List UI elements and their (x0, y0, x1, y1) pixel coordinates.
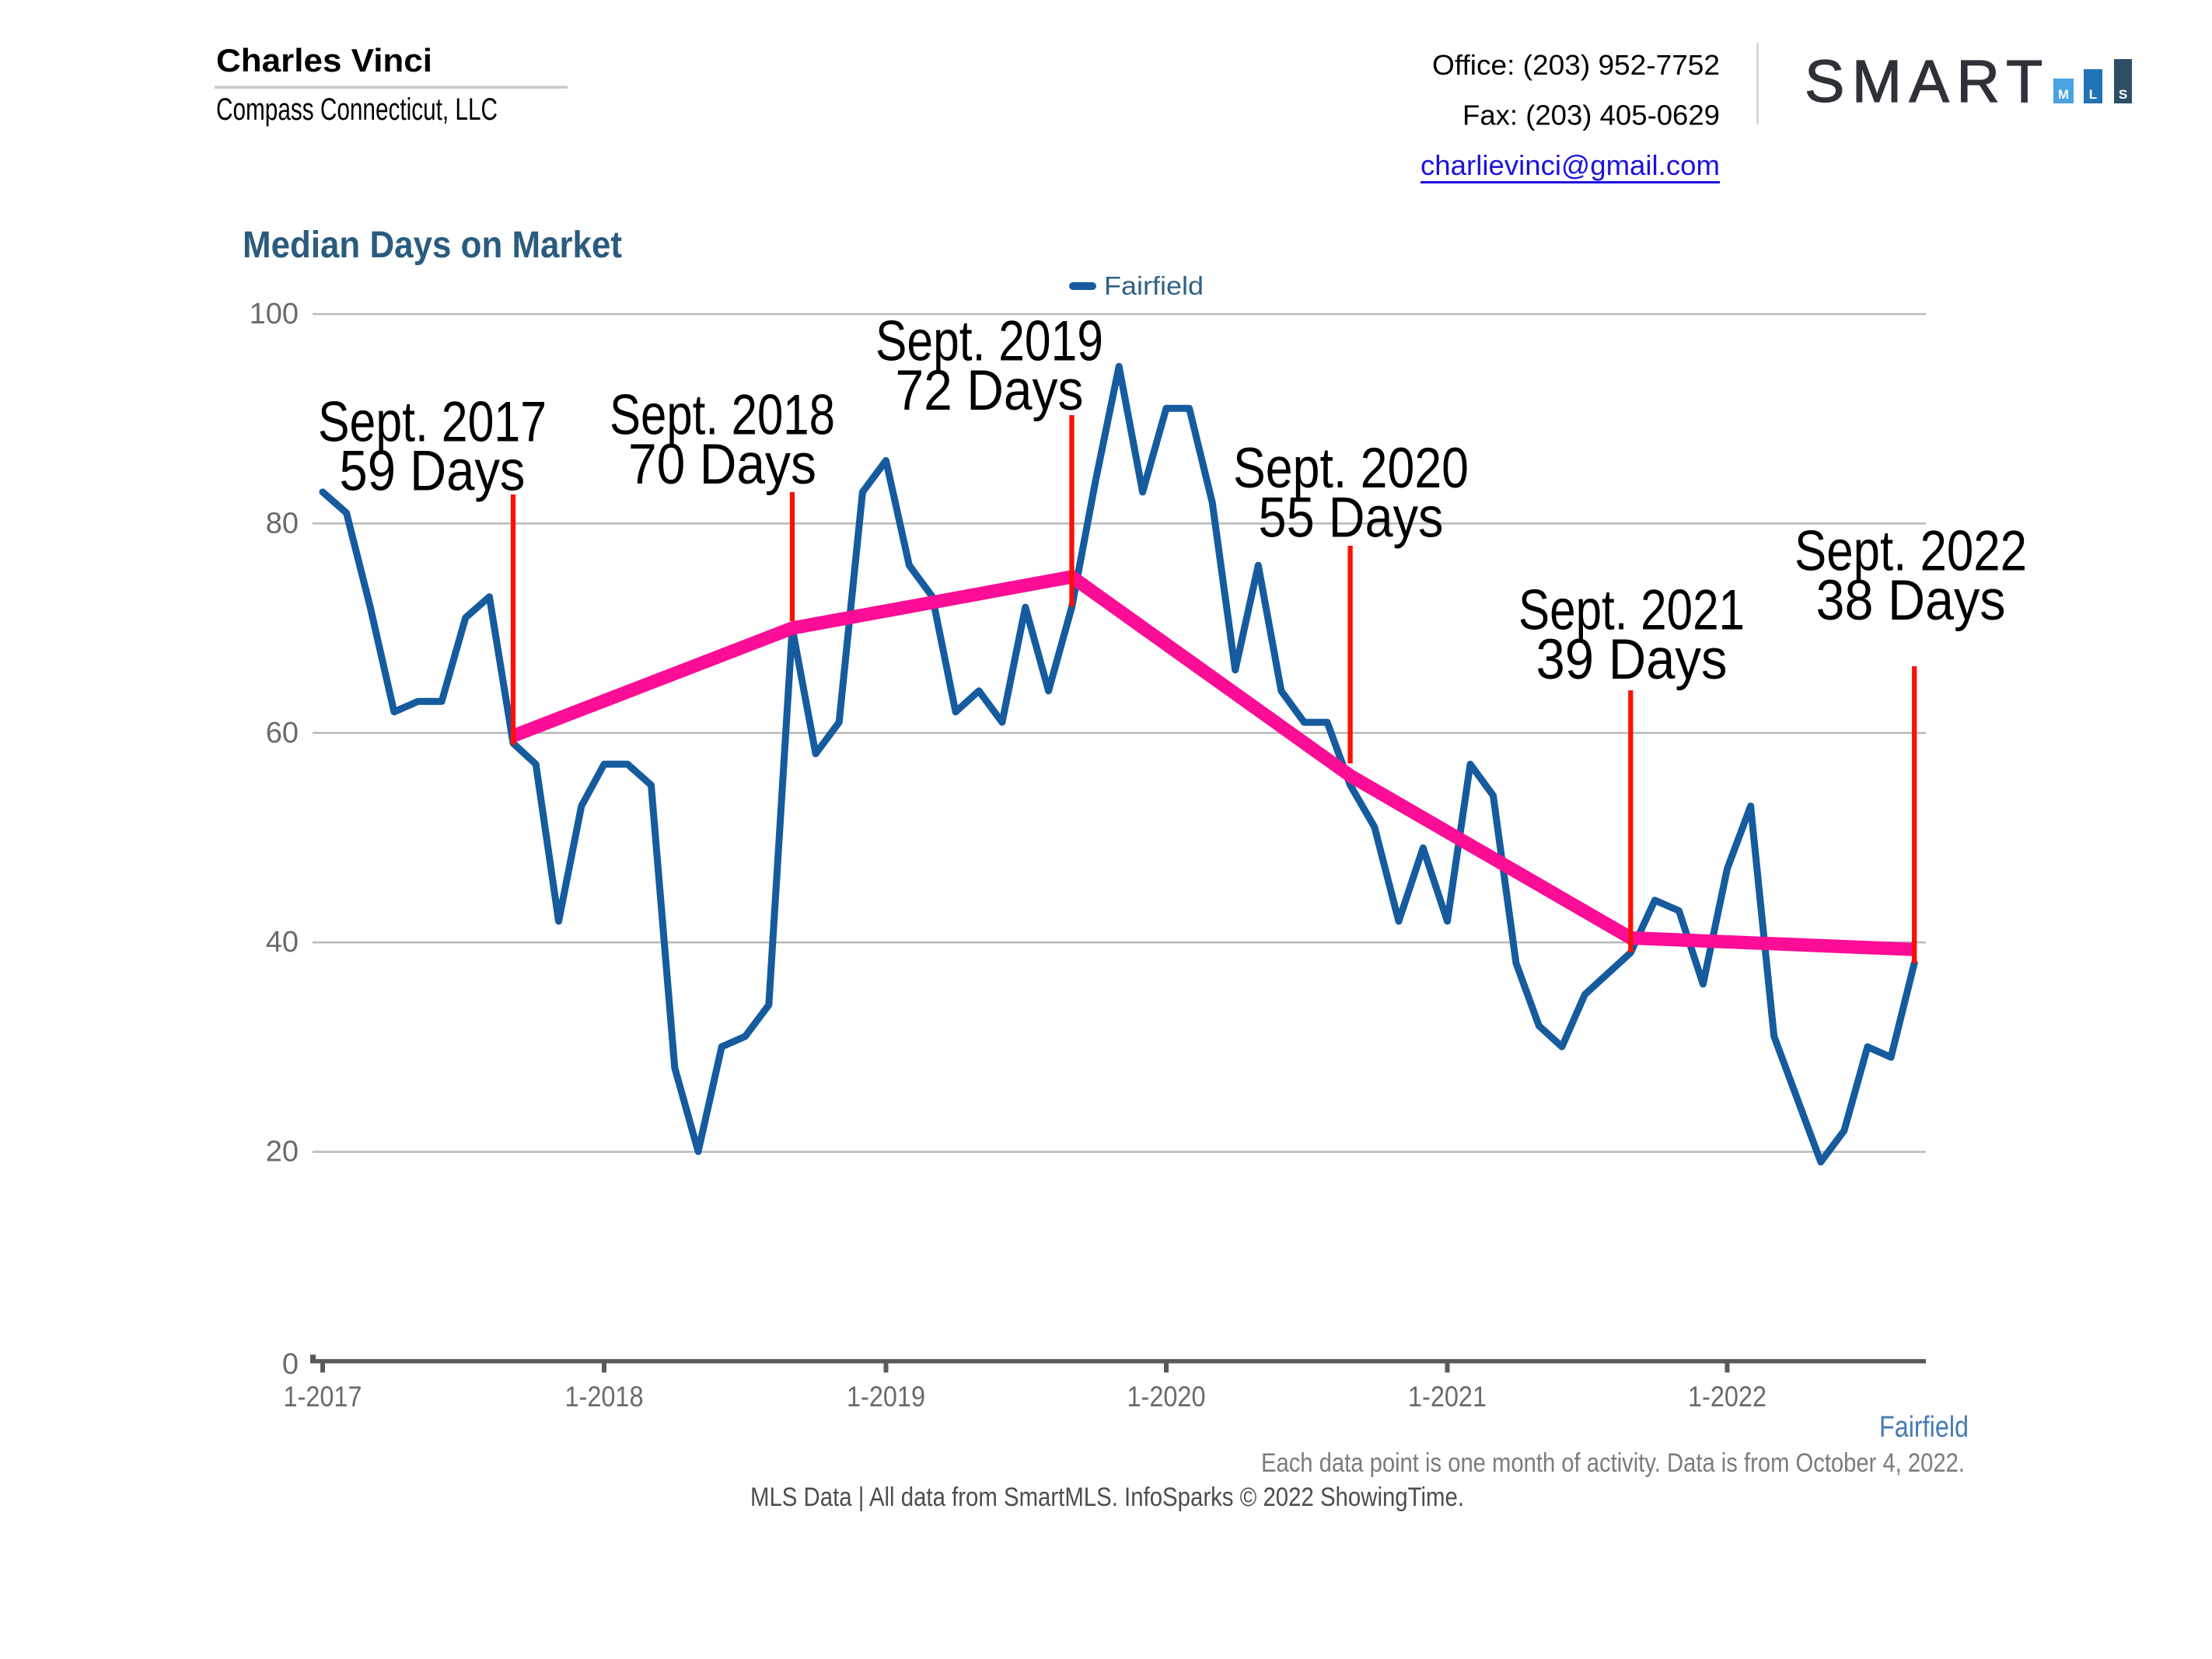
svg-text:Sept. 2022: Sept. 2022 (1794, 518, 2027, 582)
svg-text:Sept. 2018: Sept. 2018 (610, 382, 835, 447)
svg-text:38 Days: 38 Days (1816, 568, 2006, 632)
svg-text:72 Days: 72 Days (896, 358, 1084, 422)
svg-text:Fairfield: Fairfield (1879, 1411, 1969, 1444)
svg-text:Sept. 2019: Sept. 2019 (875, 309, 1103, 373)
svg-text:100: 100 (250, 298, 299, 330)
svg-text:20: 20 (266, 1136, 299, 1168)
svg-text:MLS Data | All data from Smart: MLS Data | All data from SmartMLS. InfoS… (750, 1483, 1464, 1512)
svg-text:59 Days: 59 Days (340, 438, 526, 503)
svg-text:Fax: (203) 405-0629: Fax: (203) 405-0629 (1462, 100, 1720, 131)
svg-text:Sept. 2017: Sept. 2017 (318, 389, 547, 453)
svg-text:1-2021: 1-2021 (1408, 1381, 1487, 1413)
svg-text:80: 80 (266, 507, 299, 540)
svg-text:Fairfield: Fairfield (1104, 271, 1204, 300)
svg-text:Compass Connecticut, LLC: Compass Connecticut, LLC (216, 93, 498, 127)
svg-text:1-2017: 1-2017 (284, 1381, 362, 1413)
svg-text:0: 0 (282, 1348, 299, 1381)
svg-text:S: S (2119, 87, 2127, 102)
svg-text:SMART: SMART (1805, 48, 2050, 115)
svg-text:1-2022: 1-2022 (1688, 1381, 1766, 1413)
svg-text:M: M (2058, 87, 2069, 102)
svg-text:55 Days: 55 Days (1259, 485, 1444, 550)
svg-text:Median Days on Market: Median Days on Market (243, 225, 622, 266)
svg-text:Sept. 2020: Sept. 2020 (1233, 435, 1469, 500)
svg-text:Charles Vinci: Charles Vinci (216, 42, 432, 79)
svg-text:Office: (203) 952-7752: Office: (203) 952-7752 (1432, 49, 1720, 81)
svg-text:Sept. 2021: Sept. 2021 (1518, 578, 1745, 642)
svg-text:1-2020: 1-2020 (1127, 1381, 1206, 1413)
svg-text:39 Days: 39 Days (1536, 627, 1728, 691)
svg-text:1-2018: 1-2018 (565, 1381, 644, 1413)
svg-text:charlievinci@gmail.com: charlievinci@gmail.com (1421, 149, 1720, 181)
svg-text:60: 60 (266, 717, 299, 749)
svg-text:1-2019: 1-2019 (847, 1381, 925, 1413)
svg-text:40: 40 (266, 926, 299, 959)
svg-text:Each data point is one month o: Each data point is one month of activity… (1261, 1448, 1965, 1478)
svg-text:70 Days: 70 Days (628, 431, 816, 496)
svg-text:L: L (2089, 87, 2097, 102)
